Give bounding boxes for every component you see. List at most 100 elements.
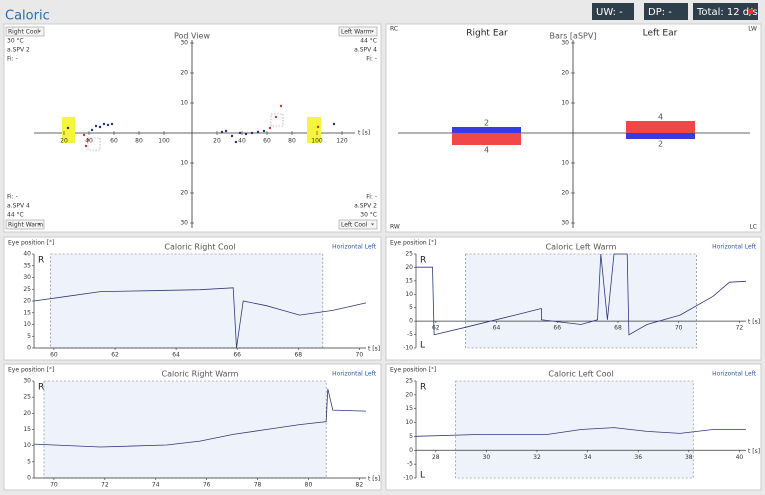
y-tick-label: 5: [409, 433, 413, 440]
x-tick-label: 62: [432, 325, 440, 332]
x-axis-label: t [s]: [748, 319, 760, 326]
corner-info: 44 °C: [360, 38, 377, 45]
bar-bottom: [626, 133, 695, 139]
analysis-region: [465, 253, 697, 349]
x-tick-label: 30: [483, 454, 491, 461]
x-tick-label: 62: [111, 352, 119, 359]
y-tick-label: 15: [23, 309, 31, 316]
y-tick-label: 10: [23, 321, 31, 328]
corner-info: Fi: -: [366, 56, 377, 63]
status-box: [693, 3, 758, 20]
x-tick-label: 40: [238, 138, 246, 145]
y-tick-label: 0: [27, 345, 31, 352]
eye-beat: [234, 140, 238, 144]
trace-title: Caloric Right Warm: [162, 370, 239, 379]
y-tick-label: 25: [405, 378, 413, 385]
eye-beat: [256, 130, 260, 134]
dropdown[interactable]: [5, 219, 45, 230]
x-tick-label: 66: [233, 352, 241, 359]
highlight: [307, 117, 321, 143]
y-axis-label: Eye position [°]: [390, 367, 436, 374]
dropdown-caret: [38, 223, 41, 226]
direction-marker: R: [38, 383, 44, 393]
status-text: Total: 12 d/s: [696, 7, 758, 18]
x-tick-label: 32: [533, 454, 541, 461]
y-tick-label: 10: [405, 419, 413, 426]
y-axis-label: Eye position [°]: [8, 367, 54, 374]
x-tick-label: 74: [152, 482, 160, 489]
y-tick-label: 20: [180, 190, 188, 197]
status-text: UW: -: [596, 7, 623, 18]
eye-beat: [90, 128, 94, 132]
y-tick-label: 30: [561, 40, 569, 47]
ear-label: Left Ear: [643, 29, 678, 39]
dropdown[interactable]: [338, 26, 378, 37]
x-tick-label: 40: [736, 454, 744, 461]
y-tick-label: 5: [27, 333, 31, 340]
dropdown-caret: [371, 223, 374, 226]
y-tick-label: 15: [23, 426, 31, 433]
analysis-region: [50, 253, 324, 349]
y-axis-label: Eye position [°]: [390, 240, 436, 247]
corner-info: a.SPV 4: [354, 47, 377, 54]
x-tick-label: 70: [356, 352, 364, 359]
y-tick-label: 20: [561, 190, 569, 197]
direction: Horizontal Left: [332, 371, 376, 378]
y-tick-label: 0: [27, 475, 31, 482]
x-axis-label: t [s]: [368, 346, 380, 353]
x-tick-label: 70: [675, 325, 683, 332]
selection-box: [270, 113, 284, 127]
direction-marker: R: [420, 383, 426, 393]
y-tick-label: 30: [23, 274, 31, 281]
eye-beat: [110, 122, 114, 126]
x-tick-label: 68: [294, 352, 302, 359]
dropdown[interactable]: [338, 219, 378, 230]
x-tick-label: 60: [50, 352, 58, 359]
eye-beat: [268, 126, 272, 130]
eye-beat: [244, 132, 248, 136]
y-tick-label: 10: [180, 160, 188, 167]
eye-beat: [102, 122, 106, 126]
y-tick-label: 10: [23, 442, 31, 449]
trace-title: Caloric Right Cool: [164, 243, 235, 252]
bar-top: [452, 127, 521, 133]
y-tick-label: 5: [27, 458, 31, 465]
eye-beat: [262, 129, 266, 133]
status-box: [592, 3, 634, 20]
dropdown[interactable]: [5, 26, 45, 37]
x-tick-label: 80: [288, 138, 296, 145]
y-tick-label: 20: [23, 410, 31, 417]
bars-title: Bars [aSPV]: [550, 32, 597, 41]
y-tick-label: 20: [405, 391, 413, 398]
bar-bottom: [452, 133, 521, 145]
eye-beat: [94, 124, 98, 128]
direction: Horizontal Left: [712, 244, 756, 251]
corner-info: a.SPV 2: [354, 203, 377, 210]
y-tick-label: 20: [180, 70, 188, 77]
y-tick-label: 30: [561, 220, 569, 227]
x-tick-label: 100: [158, 138, 170, 145]
x-tick-label: 120: [336, 138, 348, 145]
bar-value: 2: [658, 140, 663, 149]
direction-marker: L: [420, 341, 425, 351]
x-tick-label: 36: [634, 454, 642, 461]
y-tick-label: 40: [23, 251, 31, 258]
y-tick-label: -5: [407, 331, 413, 338]
eye-beat: [238, 131, 242, 135]
eye-beat: [250, 131, 254, 135]
eye-beat: [224, 129, 228, 133]
dropdown-label: Right Warm: [8, 222, 43, 229]
x-tick-label: 66: [553, 325, 561, 332]
corner-info: Fi: -: [7, 56, 18, 63]
direction: Horizontal Left: [712, 371, 756, 378]
x-axis-label: t [s]: [748, 448, 760, 455]
ear-label: Right Ear: [466, 29, 508, 39]
x-tick-label: 64: [493, 325, 501, 332]
eye-trace: [33, 287, 367, 349]
y-tick-label: -5: [407, 461, 413, 468]
y-tick-label: 10: [561, 160, 569, 167]
analysis-region: [43, 380, 327, 479]
x-tick-label: 64: [172, 352, 180, 359]
bar-value: 4: [658, 113, 663, 122]
